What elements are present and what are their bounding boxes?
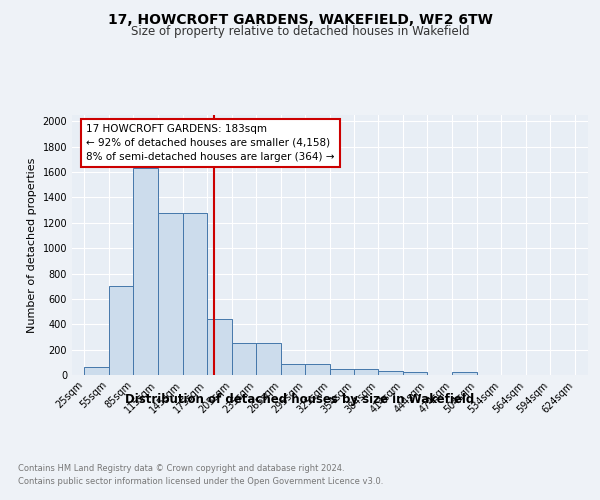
Bar (379, 371, 403, 375)
Bar (305, 364, 330, 375)
Text: Contains public sector information licensed under the Open Government Licence v3: Contains public sector information licen… (18, 478, 383, 486)
Bar (256, 342, 281, 375)
Bar (354, 368, 379, 375)
Bar (158, 212, 182, 375)
Text: Contains HM Land Registry data © Crown copyright and database right 2024.: Contains HM Land Registry data © Crown c… (18, 464, 344, 473)
Bar (133, 168, 158, 375)
Bar (452, 372, 476, 375)
Bar (330, 368, 355, 375)
Bar (232, 342, 256, 375)
Text: 17, HOWCROFT GARDENS, WAKEFIELD, WF2 6TW: 17, HOWCROFT GARDENS, WAKEFIELD, WF2 6TW (107, 12, 493, 26)
Text: Size of property relative to detached houses in Wakefield: Size of property relative to detached ho… (131, 25, 469, 38)
Text: 17 HOWCROFT GARDENS: 183sqm
← 92% of detached houses are smaller (4,158)
8% of s: 17 HOWCROFT GARDENS: 183sqm ← 92% of det… (86, 124, 334, 162)
Bar (403, 372, 427, 375)
Text: Distribution of detached houses by size in Wakefield: Distribution of detached houses by size … (125, 392, 475, 406)
Y-axis label: Number of detached properties: Number of detached properties (27, 158, 37, 332)
Bar (109, 286, 133, 375)
Bar (207, 318, 232, 375)
Bar (281, 364, 305, 375)
Bar (84, 367, 109, 375)
Bar (182, 212, 207, 375)
